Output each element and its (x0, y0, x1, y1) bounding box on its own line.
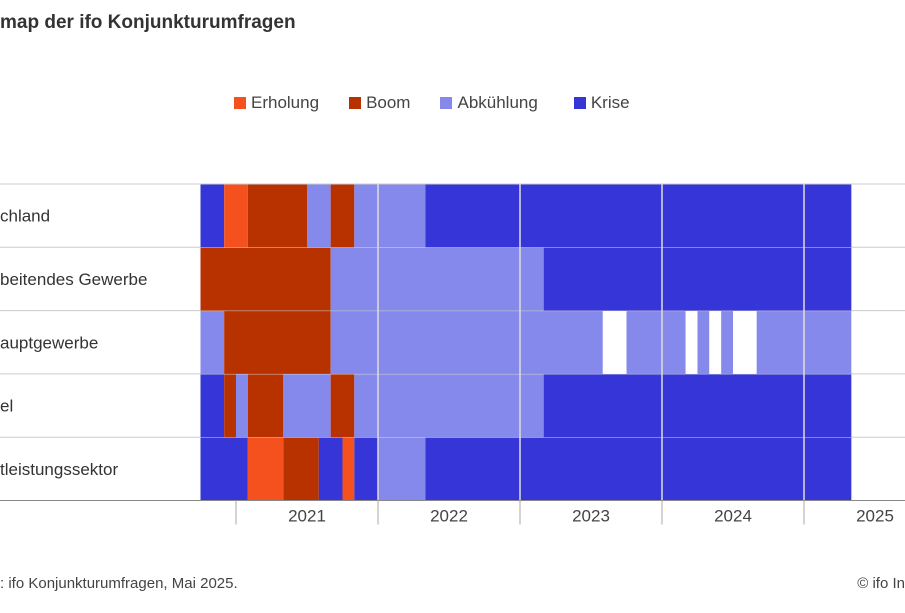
legend-label-erholung: Erholung (251, 93, 320, 112)
legend-item-krise: Krise (573, 93, 630, 113)
heatmap-cell (247, 184, 307, 248)
legend: Erholung Boom Abkühlung Krise (234, 92, 660, 114)
legend-swatch-erholung (234, 97, 246, 109)
heatmap-cell (200, 184, 225, 248)
heatmap-cell (200, 311, 225, 374)
legend-item-abkuehlung: Abkühlung (440, 93, 538, 113)
heatmap-cell (354, 437, 378, 501)
heatmap-cell (330, 247, 544, 311)
heatmap-cell (200, 374, 225, 438)
heatmap-cell (283, 437, 319, 501)
legend-item-erholung: Erholung (234, 93, 319, 113)
legend-label-boom: Boom (366, 93, 411, 112)
x-tick-label: 2022 (430, 507, 468, 526)
heatmap-cell (425, 437, 852, 501)
x-tick-label: 2024 (714, 507, 752, 526)
heatmap-cell (425, 184, 852, 248)
heatmap-cell (733, 311, 757, 374)
heatmap-cell (200, 437, 248, 501)
row-label: el (0, 397, 13, 416)
heatmap-cell (330, 374, 355, 438)
row-label: auptgewerbe (0, 333, 98, 352)
legend-swatch-abkuehlung (440, 97, 453, 109)
heatmap-cell (602, 311, 627, 374)
x-tick-label: 2021 (288, 507, 326, 526)
legend-swatch-krise (573, 97, 586, 109)
heatmap-cell (224, 374, 236, 438)
heatmap-cell (307, 184, 331, 248)
legend-label-krise: Krise (590, 93, 630, 112)
heatmap-cell (224, 184, 248, 248)
heatmap-cell (283, 374, 331, 438)
row-label: chland (0, 207, 50, 226)
heatmap-cell (709, 311, 722, 374)
copyright-note: © ifo In (857, 575, 905, 592)
heatmap-cell (543, 374, 852, 438)
legend-label-abkuehlung: Abkühlung (457, 93, 538, 112)
heatmap-cell (247, 374, 284, 438)
heatmap-cell (721, 311, 733, 374)
legend-swatch-boom (349, 97, 362, 109)
heatmap-cell (685, 311, 698, 374)
heatmap-cell (354, 184, 426, 248)
heatmap-cell (247, 437, 284, 501)
heatmap-cell (342, 437, 355, 501)
x-tick-label: 2023 (572, 507, 610, 526)
heatmap-cell (224, 311, 331, 374)
heatmap-cell (318, 437, 343, 501)
chart-title: map der ifo Konjunkturumfragen (0, 12, 296, 33)
heatmap-cell (626, 311, 686, 374)
heatmap-cell (697, 311, 710, 374)
x-tick-label: 2025 (856, 507, 894, 526)
heatmap-cell (330, 184, 355, 248)
heatmap-cell (330, 311, 603, 374)
heatmap-cell (354, 374, 544, 438)
row-label: beitendes Gewerbe (0, 270, 147, 289)
heatmap-cell (543, 247, 852, 311)
source-note: : ifo Konjunkturumfragen, Mai 2025. (0, 575, 238, 592)
heatmap-cell (200, 247, 331, 311)
legend-item-boom: Boom (349, 93, 410, 113)
heatmap-cell (378, 437, 426, 501)
heatmap-cell (236, 374, 248, 438)
row-label: tleistungssektor (0, 460, 118, 479)
